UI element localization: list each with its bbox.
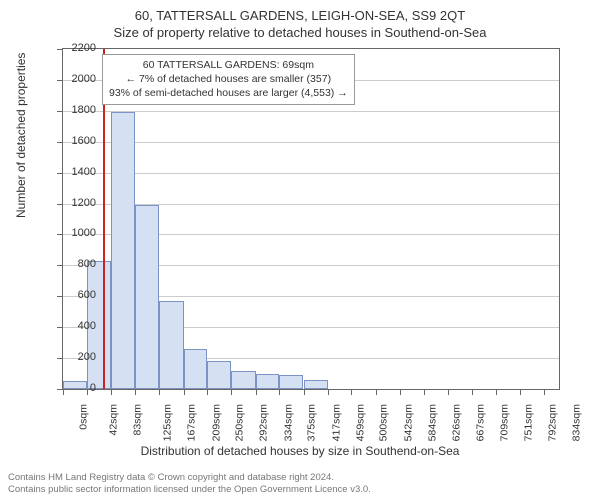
y-tick — [57, 234, 63, 235]
y-tick-label: 2200 — [72, 42, 96, 54]
histogram-bar — [207, 361, 231, 389]
x-tick — [184, 389, 185, 395]
x-tick-label: 709sqm — [498, 404, 510, 441]
annotation-line2: ← 7% of detached houses are smaller (357… — [109, 72, 348, 86]
x-tick — [400, 389, 401, 395]
histogram-bar — [184, 349, 208, 389]
x-tick-label: 667sqm — [474, 404, 486, 441]
y-tick-label: 200 — [78, 351, 96, 363]
y-tick-label: 600 — [78, 289, 96, 301]
x-tick — [304, 389, 305, 395]
x-tick — [279, 389, 280, 395]
x-tick — [111, 389, 112, 395]
x-tick — [496, 389, 497, 395]
histogram-bar — [304, 380, 328, 389]
y-tick — [57, 358, 63, 359]
x-tick-label: 42sqm — [108, 404, 120, 436]
x-tick — [544, 389, 545, 395]
x-tick — [207, 389, 208, 395]
x-tick — [256, 389, 257, 395]
x-tick-label: 334sqm — [282, 404, 294, 441]
y-axis-title: Number of detached properties — [14, 53, 28, 218]
x-axis-title: Distribution of detached houses by size … — [0, 444, 600, 458]
y-tick-label: 0 — [90, 382, 96, 394]
x-tick-label: 209sqm — [210, 404, 222, 441]
x-tick-label: 167sqm — [186, 404, 198, 441]
x-tick — [351, 389, 352, 395]
x-tick-label: 500sqm — [378, 404, 390, 441]
x-tick — [87, 389, 88, 395]
x-tick-label: 292sqm — [258, 404, 270, 441]
y-tick-label: 1600 — [72, 135, 96, 147]
x-tick-label: 459sqm — [354, 404, 366, 441]
histogram-bar — [279, 375, 303, 389]
x-tick-label: 125sqm — [161, 404, 173, 441]
y-tick — [57, 142, 63, 143]
x-tick — [448, 389, 449, 395]
chart-container: 60, TATTERSALL GARDENS, LEIGH-ON-SEA, SS… — [0, 0, 600, 500]
y-tick — [57, 204, 63, 205]
x-tick — [520, 389, 521, 395]
y-tick — [57, 327, 63, 328]
x-tick-label: 584sqm — [426, 404, 438, 441]
histogram-bar — [135, 205, 159, 389]
annotation-line3: 93% of semi-detached houses are larger (… — [109, 86, 348, 100]
y-tick — [57, 173, 63, 174]
x-tick-label: 417sqm — [330, 404, 342, 441]
footer-line2: Contains public sector information licen… — [8, 484, 371, 496]
gridline — [63, 111, 559, 112]
x-tick — [328, 389, 329, 395]
gridline — [63, 173, 559, 174]
x-tick-label: 83sqm — [131, 404, 143, 436]
page-title-line2: Size of property relative to detached ho… — [0, 23, 600, 44]
histogram-bar — [63, 381, 87, 389]
y-tick-label: 1800 — [72, 104, 96, 116]
x-tick — [135, 389, 136, 395]
x-tick-label: 375sqm — [306, 404, 318, 441]
y-tick — [57, 296, 63, 297]
x-tick-label: 542sqm — [402, 404, 414, 441]
y-tick-label: 2000 — [72, 73, 96, 85]
y-tick — [57, 265, 63, 266]
histogram-bar — [159, 301, 183, 389]
x-tick — [424, 389, 425, 395]
x-tick — [159, 389, 160, 395]
y-tick-label: 1200 — [72, 197, 96, 209]
histogram-bar — [111, 112, 135, 389]
x-tick-label: 250sqm — [234, 404, 246, 441]
y-tick — [57, 80, 63, 81]
footer: Contains HM Land Registry data © Crown c… — [8, 472, 371, 496]
x-tick-label: 834sqm — [570, 404, 582, 441]
x-tick-label: 792sqm — [546, 404, 558, 441]
x-tick — [472, 389, 473, 395]
x-tick — [231, 389, 232, 395]
x-tick-label: 751sqm — [522, 404, 534, 441]
annotation-box: 60 TATTERSALL GARDENS: 69sqm ← 7% of det… — [102, 54, 355, 105]
annotation-line1: 60 TATTERSALL GARDENS: 69sqm — [109, 58, 348, 72]
y-tick — [57, 49, 63, 50]
footer-line1: Contains HM Land Registry data © Crown c… — [8, 472, 371, 484]
y-tick-label: 1400 — [72, 166, 96, 178]
y-tick — [57, 111, 63, 112]
histogram-bar — [231, 371, 255, 389]
x-tick — [63, 389, 64, 395]
gridline — [63, 142, 559, 143]
histogram-bar — [256, 374, 280, 389]
y-tick-label: 1000 — [72, 227, 96, 239]
page-title-line1: 60, TATTERSALL GARDENS, LEIGH-ON-SEA, SS… — [0, 0, 600, 23]
x-tick — [376, 389, 377, 395]
y-tick-label: 800 — [78, 258, 96, 270]
x-tick-label: 626sqm — [450, 404, 462, 441]
y-tick-label: 400 — [78, 320, 96, 332]
x-tick-label: 0sqm — [78, 404, 90, 430]
